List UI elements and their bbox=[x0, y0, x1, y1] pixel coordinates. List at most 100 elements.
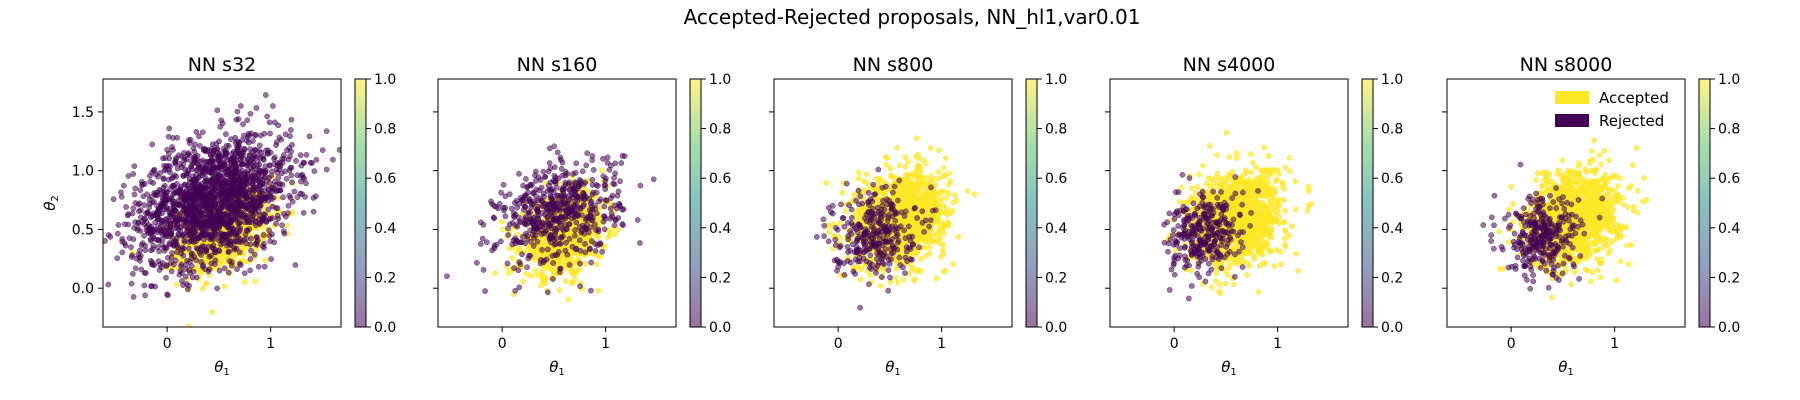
rejected-point bbox=[507, 221, 513, 228]
rejected-point bbox=[269, 196, 275, 202]
rejected-point bbox=[291, 188, 298, 195]
colorbar-tick-label: 0.8 bbox=[709, 122, 731, 138]
rejected-point bbox=[225, 269, 232, 276]
accepted-point bbox=[964, 188, 971, 194]
rejected-point bbox=[195, 235, 202, 242]
rejected-point bbox=[611, 181, 618, 188]
rejected-point bbox=[511, 200, 518, 206]
rejected-point bbox=[115, 222, 122, 228]
accepted-point bbox=[555, 258, 562, 265]
rejected-point bbox=[130, 171, 137, 177]
rejected-point bbox=[577, 206, 584, 212]
rejected-point bbox=[218, 117, 225, 124]
rejected-point bbox=[259, 167, 265, 174]
colorbar-frame bbox=[354, 78, 367, 328]
rejected-point bbox=[286, 167, 293, 174]
rejected-point bbox=[273, 182, 279, 188]
rejected-point bbox=[217, 123, 224, 130]
rejected-point bbox=[186, 282, 192, 289]
rejected-point bbox=[222, 180, 229, 187]
rejected-point bbox=[273, 142, 279, 148]
accepted-point bbox=[940, 246, 946, 253]
rejected-point bbox=[569, 243, 576, 250]
rejected-point bbox=[502, 213, 509, 220]
rejected-point bbox=[221, 265, 228, 272]
rejected-point bbox=[572, 227, 578, 233]
rejected-point bbox=[271, 156, 277, 162]
rejected-point bbox=[135, 219, 142, 226]
rejected-point bbox=[599, 249, 605, 255]
rejected-point bbox=[266, 227, 272, 234]
rejected-point bbox=[186, 137, 192, 143]
rejected-point bbox=[149, 141, 156, 148]
rejected-point bbox=[534, 206, 541, 213]
rejected-point bbox=[280, 194, 286, 201]
accepted-point bbox=[854, 208, 860, 214]
rejected-point bbox=[241, 270, 248, 277]
rejected-point bbox=[235, 193, 242, 200]
accepted-point bbox=[185, 323, 192, 327]
rejected-point bbox=[498, 189, 504, 196]
rejected-point bbox=[180, 232, 186, 238]
accepted-point bbox=[926, 244, 933, 251]
rejected-point bbox=[152, 283, 158, 290]
colorbar-tick-label: 0.2 bbox=[374, 270, 396, 286]
colorbar-tick-label: 0.4 bbox=[709, 221, 731, 237]
rejected-point bbox=[551, 241, 558, 248]
rejected-point bbox=[248, 165, 255, 172]
rejected-point bbox=[260, 156, 266, 162]
colorbar bbox=[690, 79, 701, 327]
rejected-point bbox=[549, 196, 555, 202]
rejected-point bbox=[558, 199, 565, 206]
rejected-point bbox=[130, 205, 137, 212]
rejected-point bbox=[217, 236, 224, 242]
accepted-point bbox=[940, 241, 947, 248]
rejected-point bbox=[136, 254, 143, 261]
accepted-point bbox=[938, 196, 945, 202]
colorbar bbox=[355, 79, 366, 327]
accepted-point bbox=[895, 279, 901, 286]
rejected-point bbox=[170, 242, 177, 249]
rejected-point bbox=[154, 209, 160, 216]
rejected-point bbox=[163, 233, 170, 240]
rejected-point bbox=[616, 202, 623, 209]
rejected-point bbox=[619, 153, 626, 159]
rejected-point bbox=[275, 215, 282, 222]
rejected-point bbox=[582, 249, 589, 256]
rejected-point bbox=[215, 153, 222, 160]
accepted-point bbox=[943, 155, 949, 161]
rejected-point bbox=[538, 257, 544, 263]
x-tick-label: 0 bbox=[163, 336, 172, 352]
rejected-point bbox=[225, 196, 232, 203]
rejected-point bbox=[522, 193, 528, 199]
rejected-point bbox=[336, 147, 341, 153]
rejected-point bbox=[252, 217, 259, 224]
rejected-point bbox=[208, 253, 214, 259]
rejected-point bbox=[303, 152, 310, 158]
rejected-point bbox=[525, 255, 532, 262]
rejected-point bbox=[252, 147, 259, 153]
rejected-point bbox=[128, 244, 134, 250]
rejected-point bbox=[319, 147, 326, 153]
rejected-point bbox=[589, 153, 596, 159]
accepted-point bbox=[935, 147, 942, 154]
rejected-point bbox=[323, 128, 330, 135]
rejected-point bbox=[268, 256, 274, 262]
rejected-point bbox=[515, 267, 522, 274]
rejected-point bbox=[185, 224, 192, 231]
rejected-point bbox=[527, 181, 534, 188]
rejected-point bbox=[119, 249, 126, 256]
rejected-point bbox=[576, 237, 583, 244]
rejected-point bbox=[255, 263, 262, 270]
accepted-point bbox=[927, 145, 934, 151]
rejected-point bbox=[243, 215, 249, 222]
rejected-point bbox=[130, 294, 137, 300]
rejected-point bbox=[526, 197, 533, 204]
accepted-point bbox=[923, 160, 929, 167]
rejected-point bbox=[534, 238, 541, 245]
rejected-point bbox=[603, 175, 609, 182]
rejected-point bbox=[532, 178, 539, 184]
rejected-point bbox=[245, 139, 252, 146]
rejected-point bbox=[249, 173, 256, 179]
rejected-point bbox=[225, 249, 232, 256]
